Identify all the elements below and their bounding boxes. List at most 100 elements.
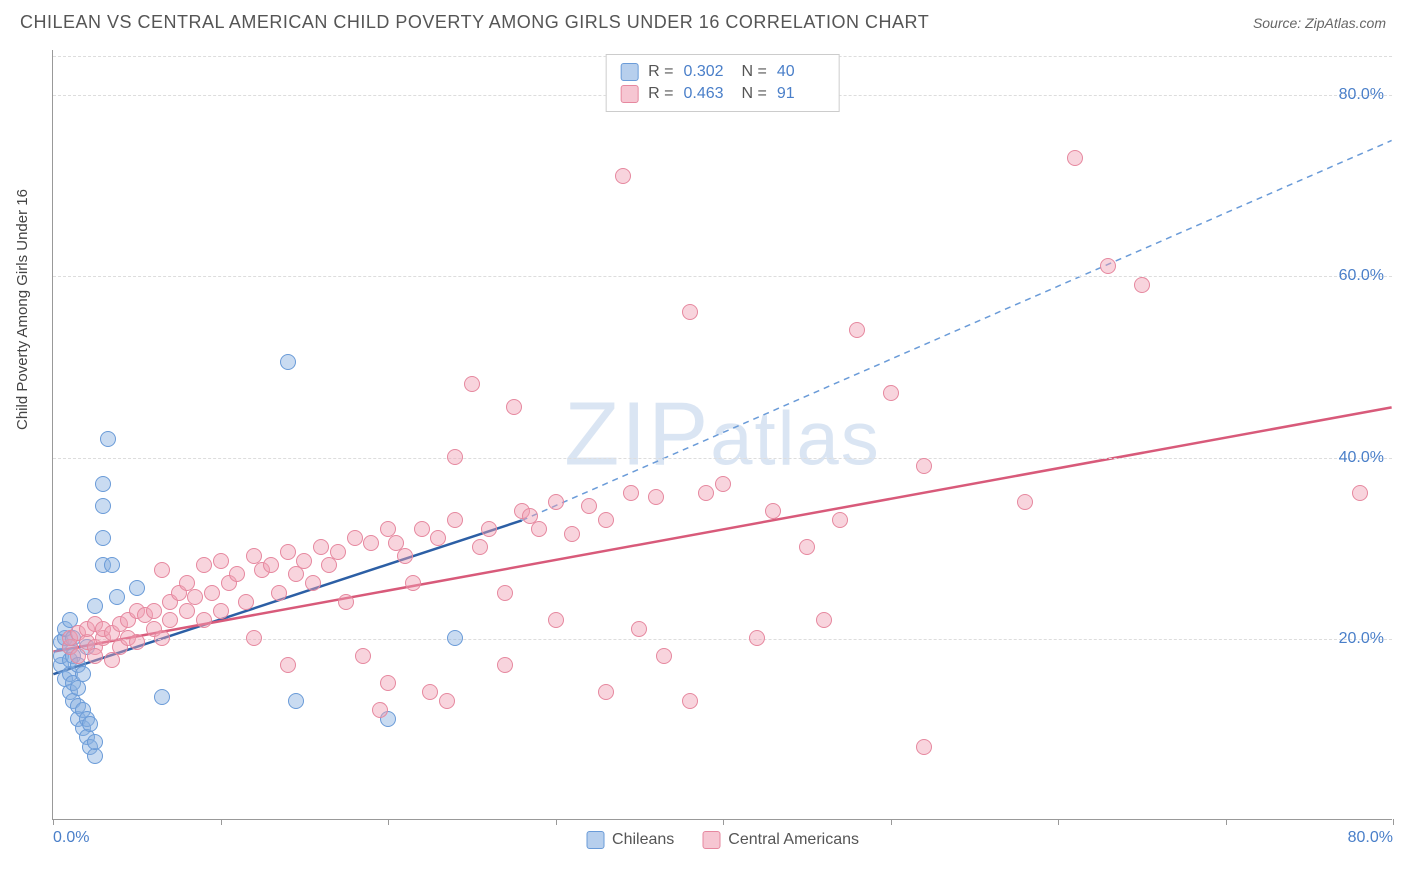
r-value: 0.302 bbox=[684, 63, 732, 81]
stats-row-central-americans: R = 0.463 N = 91 bbox=[620, 83, 825, 105]
data-point bbox=[204, 585, 220, 601]
data-point bbox=[238, 594, 254, 610]
data-point bbox=[682, 693, 698, 709]
data-point bbox=[548, 612, 564, 628]
data-point bbox=[1134, 277, 1150, 293]
data-point bbox=[82, 716, 98, 732]
data-point bbox=[187, 589, 203, 605]
data-point bbox=[372, 702, 388, 718]
data-point bbox=[196, 612, 212, 628]
swatch-blue-icon bbox=[586, 831, 604, 849]
x-tick bbox=[1058, 819, 1059, 825]
data-point bbox=[109, 589, 125, 605]
data-point bbox=[104, 652, 120, 668]
n-value: 91 bbox=[777, 85, 825, 103]
data-point bbox=[100, 431, 116, 447]
trend-line bbox=[522, 140, 1392, 520]
n-label: N = bbox=[742, 63, 767, 81]
data-point bbox=[581, 498, 597, 514]
source-name: ZipAtlas.com bbox=[1305, 15, 1386, 31]
data-point bbox=[75, 666, 91, 682]
trend-line bbox=[53, 407, 1391, 651]
x-tick-label: 80.0% bbox=[1348, 829, 1393, 847]
data-point bbox=[271, 585, 287, 601]
y-tick-label: 80.0% bbox=[1339, 86, 1384, 104]
data-point bbox=[213, 553, 229, 569]
n-label: N = bbox=[742, 85, 767, 103]
watermark-small: atlas bbox=[710, 396, 881, 481]
data-point bbox=[531, 521, 547, 537]
legend-item-central-americans: Central Americans bbox=[702, 831, 859, 849]
data-point bbox=[154, 562, 170, 578]
data-point bbox=[548, 494, 564, 510]
data-point bbox=[497, 657, 513, 673]
stats-legend-box: R = 0.302 N = 40 R = 0.463 N = 91 bbox=[605, 54, 840, 112]
x-tick-label: 0.0% bbox=[53, 829, 89, 847]
data-point bbox=[1067, 150, 1083, 166]
x-tick bbox=[1393, 819, 1394, 825]
x-tick bbox=[556, 819, 557, 825]
r-label: R = bbox=[648, 85, 673, 103]
data-point bbox=[154, 630, 170, 646]
data-point bbox=[213, 603, 229, 619]
data-point bbox=[363, 535, 379, 551]
x-tick bbox=[1226, 819, 1227, 825]
data-point bbox=[280, 544, 296, 560]
legend-label: Central Americans bbox=[728, 831, 859, 849]
data-point bbox=[615, 168, 631, 184]
source-label: Source: bbox=[1253, 15, 1301, 31]
r-label: R = bbox=[648, 63, 673, 81]
data-point bbox=[87, 734, 103, 750]
data-point bbox=[196, 557, 212, 573]
data-point bbox=[146, 603, 162, 619]
data-point bbox=[832, 512, 848, 528]
chart-title: CHILEAN VS CENTRAL AMERICAN CHILD POVERT… bbox=[20, 12, 929, 33]
data-point bbox=[414, 521, 430, 537]
data-point bbox=[749, 630, 765, 646]
data-point bbox=[497, 585, 513, 601]
data-point bbox=[246, 630, 262, 646]
data-point bbox=[405, 575, 421, 591]
data-point bbox=[506, 399, 522, 415]
x-tick bbox=[221, 819, 222, 825]
data-point bbox=[715, 476, 731, 492]
data-point bbox=[916, 458, 932, 474]
data-point bbox=[162, 612, 178, 628]
legend-bottom: Chileans Central Americans bbox=[586, 831, 859, 849]
watermark-big: ZIP bbox=[564, 384, 710, 484]
data-point bbox=[305, 575, 321, 591]
data-point bbox=[70, 648, 86, 664]
data-point bbox=[313, 539, 329, 555]
data-point bbox=[338, 594, 354, 610]
data-point bbox=[598, 684, 614, 700]
x-tick bbox=[891, 819, 892, 825]
data-point bbox=[129, 580, 145, 596]
data-point bbox=[347, 530, 363, 546]
data-point bbox=[656, 648, 672, 664]
data-point bbox=[355, 648, 371, 664]
data-point bbox=[430, 530, 446, 546]
data-point bbox=[447, 449, 463, 465]
data-point bbox=[87, 598, 103, 614]
y-tick-label: 20.0% bbox=[1339, 630, 1384, 648]
data-point bbox=[883, 385, 899, 401]
x-tick bbox=[723, 819, 724, 825]
data-point bbox=[229, 566, 245, 582]
data-point bbox=[321, 557, 337, 573]
watermark: ZIPatlas bbox=[564, 383, 881, 486]
data-point bbox=[447, 512, 463, 528]
data-point bbox=[481, 521, 497, 537]
trend-lines-svg bbox=[53, 50, 1392, 819]
data-point bbox=[439, 693, 455, 709]
data-point bbox=[1352, 485, 1368, 501]
data-point bbox=[263, 557, 279, 573]
data-point bbox=[280, 657, 296, 673]
data-point bbox=[849, 322, 865, 338]
n-value: 40 bbox=[777, 63, 825, 81]
data-point bbox=[447, 630, 463, 646]
data-point bbox=[288, 693, 304, 709]
data-point bbox=[129, 634, 145, 650]
data-point bbox=[698, 485, 714, 501]
data-point bbox=[95, 530, 111, 546]
y-axis-label: Child Poverty Among Girls Under 16 bbox=[14, 189, 31, 430]
